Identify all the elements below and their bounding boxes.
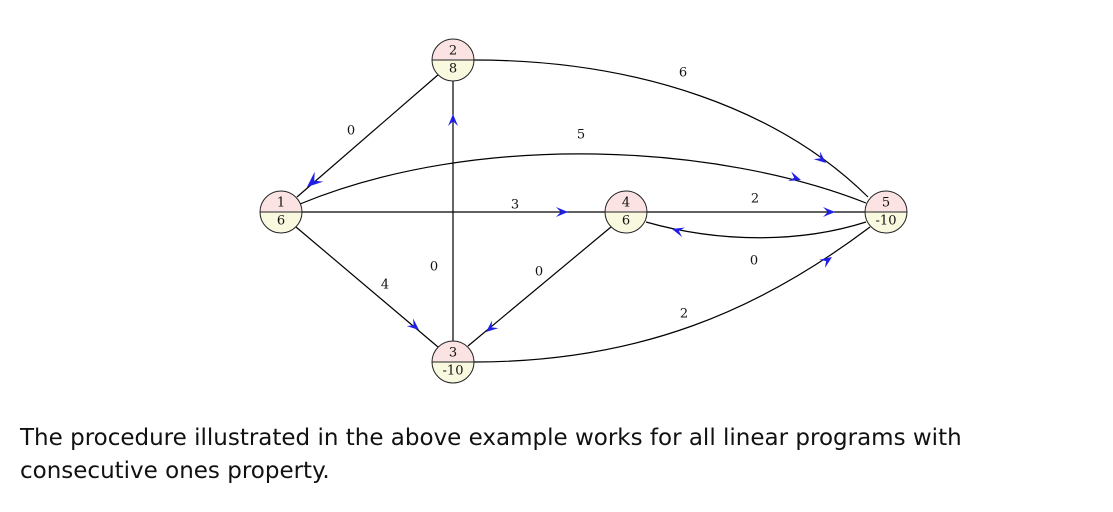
node-bottom-half xyxy=(432,362,474,383)
node-1: 16 xyxy=(259,190,303,234)
node-value-label: 6 xyxy=(277,214,285,229)
edge-1-3: 4 xyxy=(295,226,439,348)
node-3: 3-10 xyxy=(431,340,475,384)
edge-3-5: 2 xyxy=(473,226,871,363)
node-bottom-half xyxy=(865,212,907,233)
edge-5-4: 0 xyxy=(645,221,867,269)
node-top-half xyxy=(260,191,302,212)
node-top-half xyxy=(432,39,474,60)
node-value-label: -10 xyxy=(443,364,464,379)
node-top-half xyxy=(865,191,907,212)
node-bottom-half xyxy=(432,60,474,81)
node-circle xyxy=(259,190,303,234)
node-circle xyxy=(431,340,475,384)
edge-line xyxy=(473,59,869,198)
edge-line xyxy=(296,73,440,198)
edge-4-3: 0 xyxy=(467,226,612,347)
edge-weight-label: 0 xyxy=(347,124,355,139)
edge-line xyxy=(299,153,867,205)
edge-weight-label: 4 xyxy=(381,278,389,293)
edge-weight-label: 2 xyxy=(751,192,759,207)
edge-weight-label: 0 xyxy=(750,254,758,269)
node-top-half xyxy=(605,191,647,212)
node-2: 28 xyxy=(431,38,475,82)
node-circle xyxy=(431,38,475,82)
edge-3-2: 0 xyxy=(430,81,458,341)
node-value-label: 8 xyxy=(449,62,457,77)
edge-weight-label: 0 xyxy=(430,260,438,275)
arrowhead xyxy=(486,320,499,332)
node-bottom-half xyxy=(260,212,302,233)
node-value-label: -10 xyxy=(876,214,897,229)
node-value-label: 6 xyxy=(622,214,630,229)
edge-weight-label: 0 xyxy=(535,265,543,280)
edge-2-5: 6 xyxy=(473,59,869,198)
edge-line xyxy=(473,226,871,363)
edge-4-5: 2 xyxy=(647,192,865,217)
edge-line xyxy=(467,226,612,347)
arrowhead xyxy=(788,171,801,182)
arrowhead xyxy=(819,257,832,268)
node-id-label: 5 xyxy=(882,196,890,211)
arrowhead xyxy=(307,171,324,187)
arrowhead xyxy=(823,207,835,217)
node-id-label: 2 xyxy=(449,44,457,59)
edge-weight-label: 6 xyxy=(679,66,687,81)
node-bottom-half xyxy=(605,212,647,233)
arrowhead xyxy=(448,114,458,126)
node-id-label: 4 xyxy=(622,196,630,211)
arrowhead xyxy=(556,207,568,217)
node-circle xyxy=(604,190,648,234)
node-4: 46 xyxy=(604,190,648,234)
edge-1-5: 5 xyxy=(299,128,867,205)
edge-weight-label: 5 xyxy=(577,128,585,143)
node-top-half xyxy=(432,341,474,362)
node-id-label: 3 xyxy=(449,346,457,361)
arrowhead xyxy=(672,227,685,238)
node-id-label: 1 xyxy=(277,196,285,211)
edge-weight-label: 2 xyxy=(680,307,688,322)
node-circle xyxy=(864,190,908,234)
edges-layer: 0 6 5 3 2 0 0 4 0 2 xyxy=(295,59,871,363)
edge-2-1: 0 xyxy=(296,73,440,198)
arrowhead xyxy=(813,151,826,163)
node-5: 5-10 xyxy=(864,190,908,234)
caption-text: The procedure illustrated in the above e… xyxy=(20,425,962,484)
arrowhead xyxy=(406,318,419,330)
edge-weight-label: 3 xyxy=(511,198,519,213)
